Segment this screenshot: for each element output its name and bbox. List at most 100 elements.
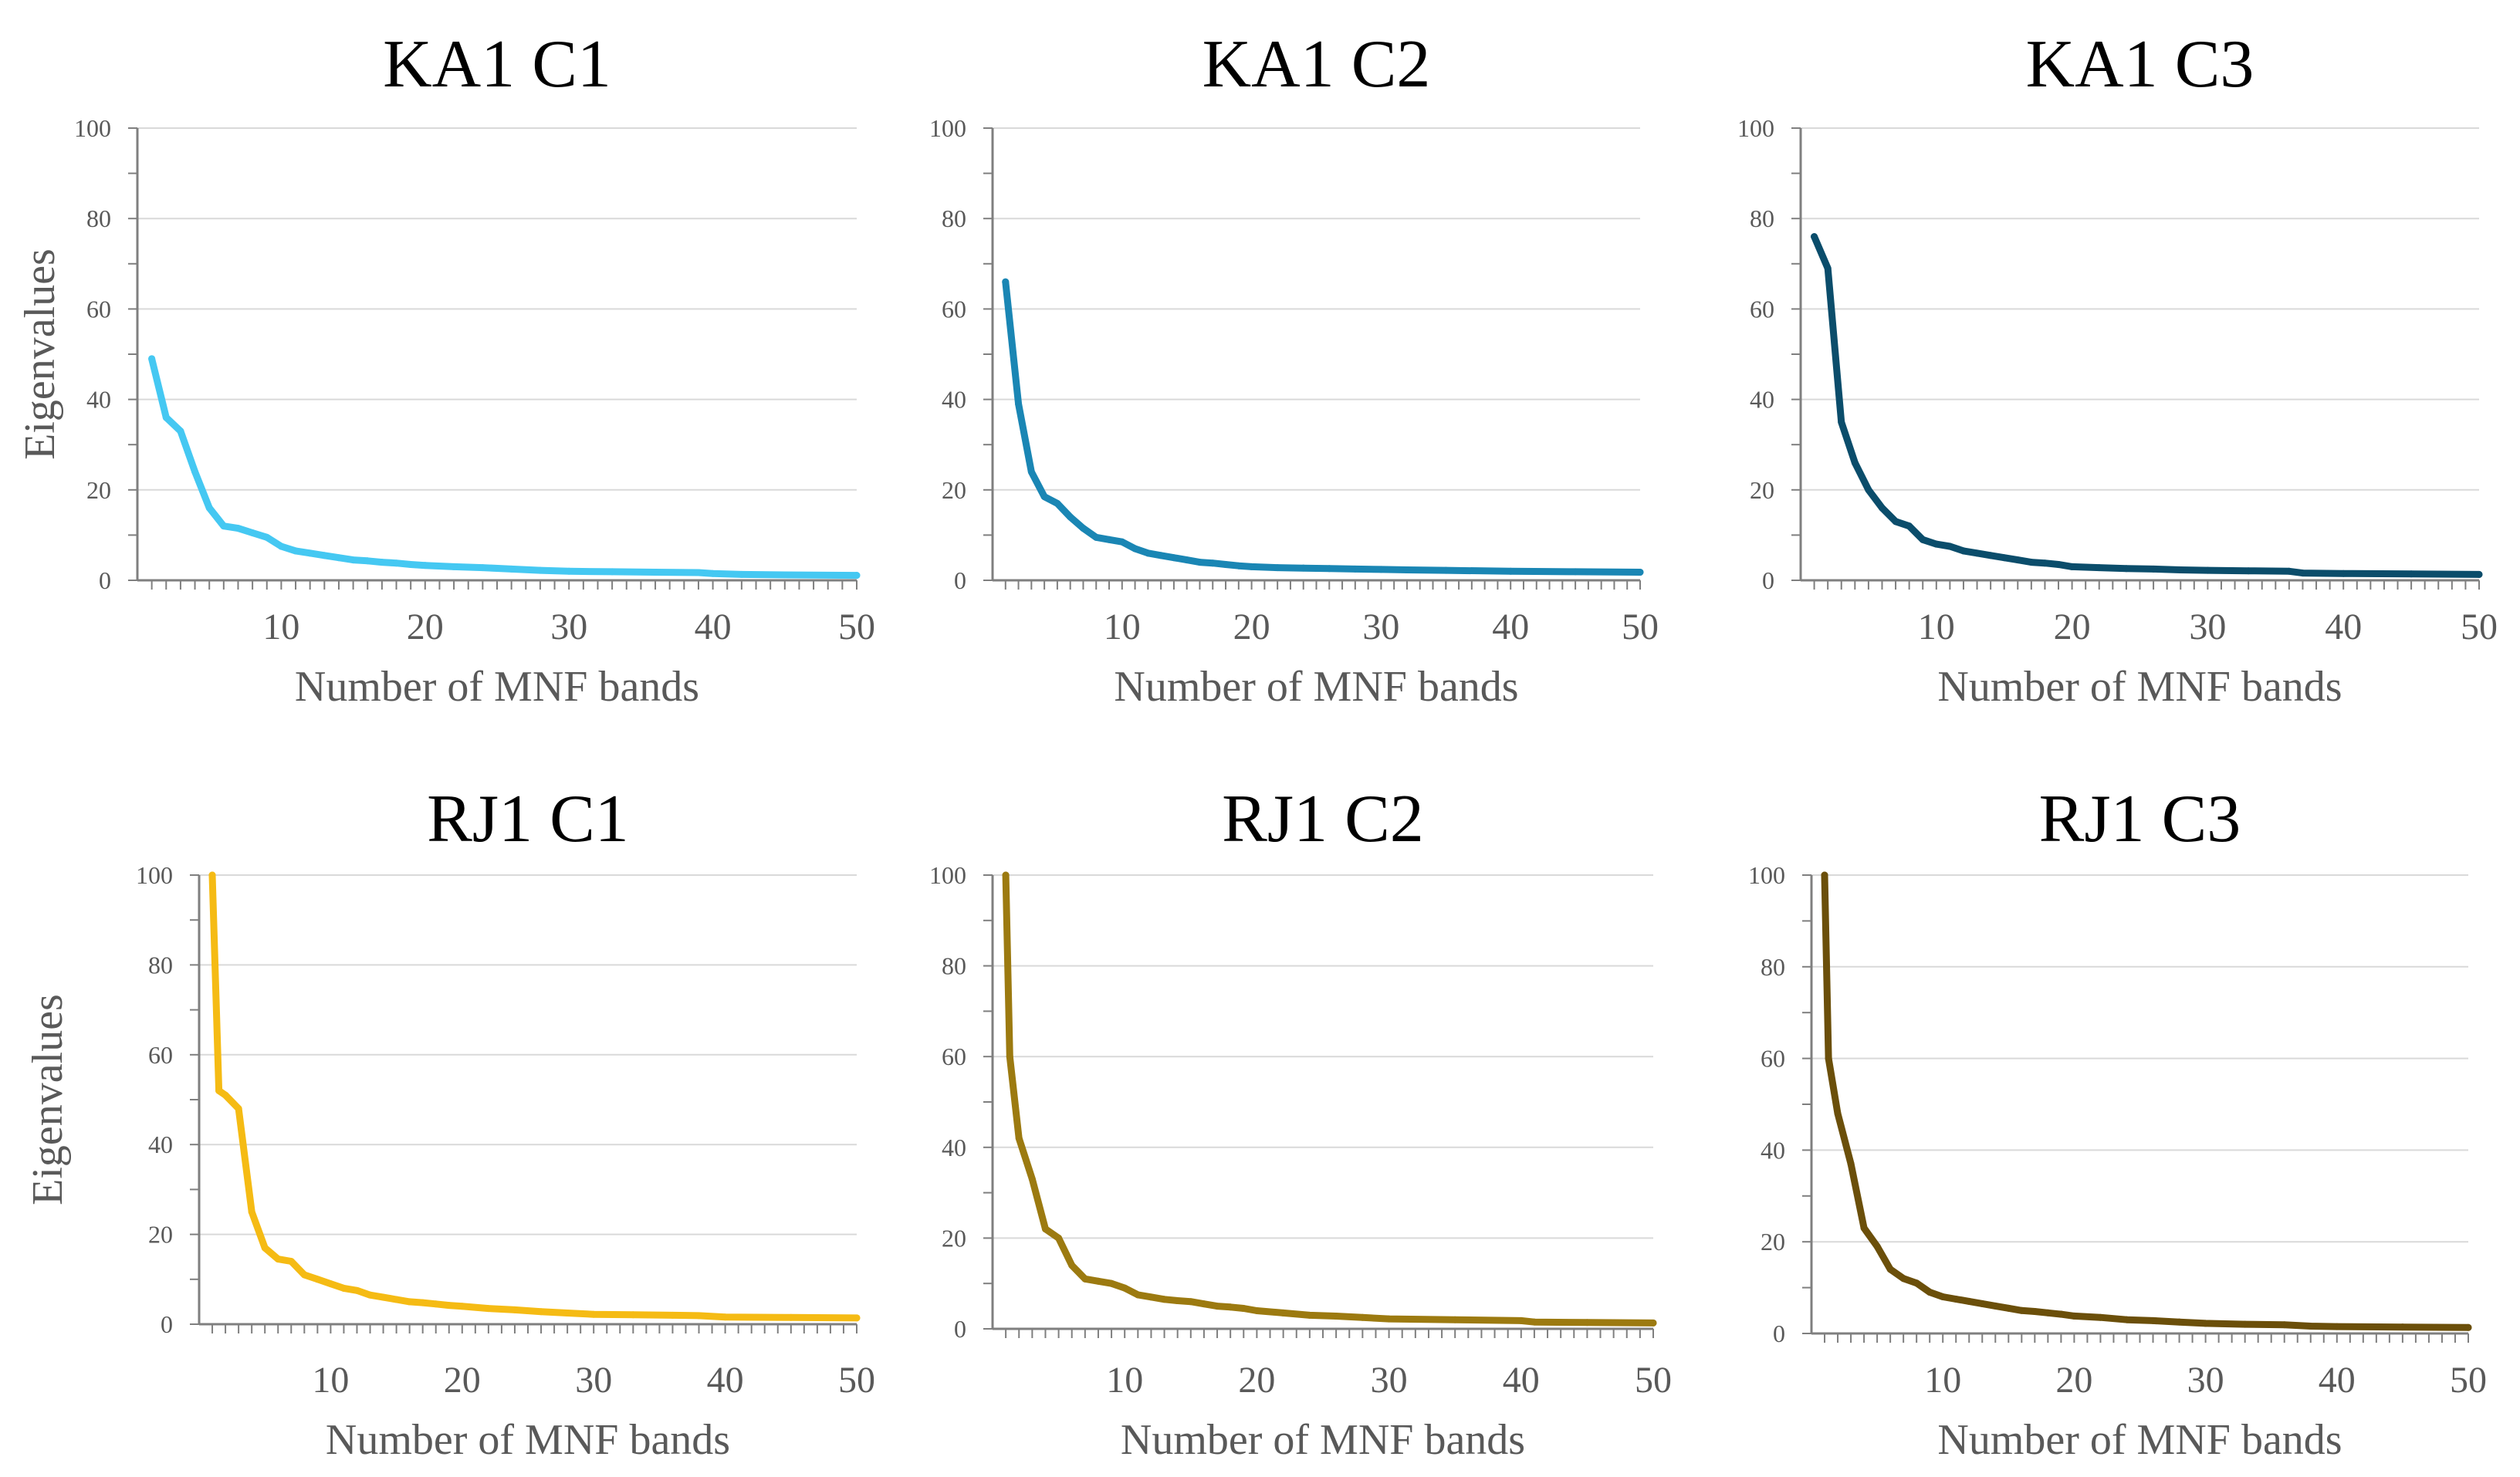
data-point — [1913, 1279, 1920, 1287]
y-tick-label: 100 — [929, 114, 966, 142]
data-point — [2407, 570, 2415, 578]
data-point — [1583, 1319, 1591, 1327]
y-tick-label: 20 — [942, 1224, 966, 1252]
data-point — [1571, 568, 1579, 576]
data-point — [1939, 1293, 1947, 1300]
x-tick-label: 40 — [707, 1360, 744, 1401]
data-point — [1081, 1275, 1089, 1283]
x-tick-label: 20 — [2054, 607, 2091, 647]
data-point — [1209, 559, 1216, 567]
data-point — [1824, 265, 1832, 272]
y-tick-label: 60 — [148, 1041, 173, 1069]
chart-panel-4: 0 20 40 60 80 100 10 20 30 40 50 RJ1 C1 Number of MN… — [24, 782, 875, 1464]
data-point — [1213, 1303, 1221, 1310]
data-point — [419, 1299, 427, 1306]
data-point — [1092, 533, 1100, 541]
x-tick-label: 50 — [2461, 607, 2498, 647]
x-tick-label: 40 — [1492, 607, 1529, 647]
data-point — [1987, 552, 1994, 559]
data-point — [300, 1271, 308, 1279]
data-point — [1041, 1225, 1049, 1233]
data-point — [485, 1305, 492, 1313]
data-point — [1183, 556, 1191, 564]
data-point — [651, 568, 659, 576]
y-tick-label: 40 — [942, 1134, 966, 1161]
data-point — [1240, 1305, 1247, 1313]
data-point — [1040, 493, 1048, 501]
data-point — [1377, 566, 1385, 573]
data-point — [393, 1296, 401, 1303]
data-point — [1094, 1277, 1102, 1285]
data-point — [563, 1309, 571, 1316]
data-point — [2285, 567, 2293, 575]
data-point — [2014, 556, 2021, 564]
y-tick-label: 0 — [1773, 1320, 1785, 1347]
data-point — [205, 504, 213, 512]
data-point — [148, 355, 156, 363]
data-point — [2150, 565, 2157, 573]
data-point — [2150, 1316, 2157, 1324]
x-tick-label: 20 — [1233, 607, 1270, 647]
y-tick-label: 40 — [148, 1131, 173, 1158]
data-point — [1067, 513, 1074, 521]
chart-panel-1: 0 20 40 60 80 100 10 20 30 40 50 KA1 C1 Number of MN… — [16, 27, 875, 711]
x-tick-label: 40 — [2319, 1360, 2356, 1401]
series-line — [1002, 278, 1644, 576]
data-point — [313, 1276, 321, 1283]
data-point — [853, 572, 861, 580]
data-point — [2096, 1313, 2104, 1321]
x-tick-label: 40 — [1503, 1360, 1540, 1401]
data-point — [1002, 871, 1010, 879]
x-tick-label: 30 — [1362, 607, 1399, 647]
data-point — [1811, 233, 1818, 241]
data-point — [208, 871, 216, 879]
data-point — [695, 1312, 703, 1320]
data-point — [2018, 1306, 2025, 1314]
data-point — [1161, 1296, 1169, 1303]
y-tick-label: 80 — [942, 204, 966, 232]
y-tick-label: 100 — [136, 861, 173, 889]
y-tick-label: 60 — [942, 1043, 966, 1070]
data-point — [378, 559, 386, 566]
data-point — [234, 525, 242, 532]
data-point — [1952, 1295, 1960, 1303]
series-line — [148, 355, 861, 580]
x-tick-label: 50 — [1635, 1360, 1672, 1401]
y-tick-label: 20 — [1761, 1228, 1785, 1256]
data-point — [2177, 566, 2184, 574]
data-point — [1200, 1300, 1208, 1308]
data-point — [2057, 1310, 2065, 1318]
x-axis-label: Number of MNF bands — [295, 663, 699, 711]
data-point — [277, 542, 285, 550]
chart-panel-5: 0 20 40 60 80 100 10 20 30 40 50 RJ1 C2 Number of MN… — [929, 782, 1672, 1464]
chart-title: RJ1 C1 — [427, 782, 629, 857]
chart-panel-2: 0 20 40 60 80 100 10 20 30 40 50 KA1 C2 Number of MN… — [929, 27, 1659, 711]
data-point — [695, 569, 702, 576]
data-point — [508, 565, 516, 573]
data-point — [1118, 538, 1126, 546]
x-tick-label: 40 — [2325, 607, 2362, 647]
data-point — [421, 562, 429, 570]
y-tick-label: 100 — [1748, 861, 1785, 889]
data-point — [565, 567, 573, 575]
data-point — [1991, 1302, 1999, 1310]
data-point — [1079, 525, 1087, 532]
data-point — [191, 468, 199, 475]
x-axis-label: Number of MNF bands — [1937, 1416, 2342, 1464]
data-point — [2095, 564, 2103, 572]
data-point — [1960, 547, 1967, 555]
data-point — [1933, 540, 1940, 548]
data-point — [2339, 570, 2347, 577]
y-axis-label: Eigenvalues — [16, 248, 64, 460]
data-point — [479, 564, 486, 572]
data-point — [1108, 1279, 1115, 1287]
data-point — [364, 557, 371, 565]
data-point — [1325, 565, 1333, 573]
data-point — [709, 570, 717, 577]
y-tick-label: 40 — [1761, 1136, 1785, 1164]
data-point — [2241, 1320, 2249, 1328]
data-point — [1105, 536, 1113, 543]
data-point — [1442, 566, 1449, 574]
data-point — [261, 1244, 269, 1252]
